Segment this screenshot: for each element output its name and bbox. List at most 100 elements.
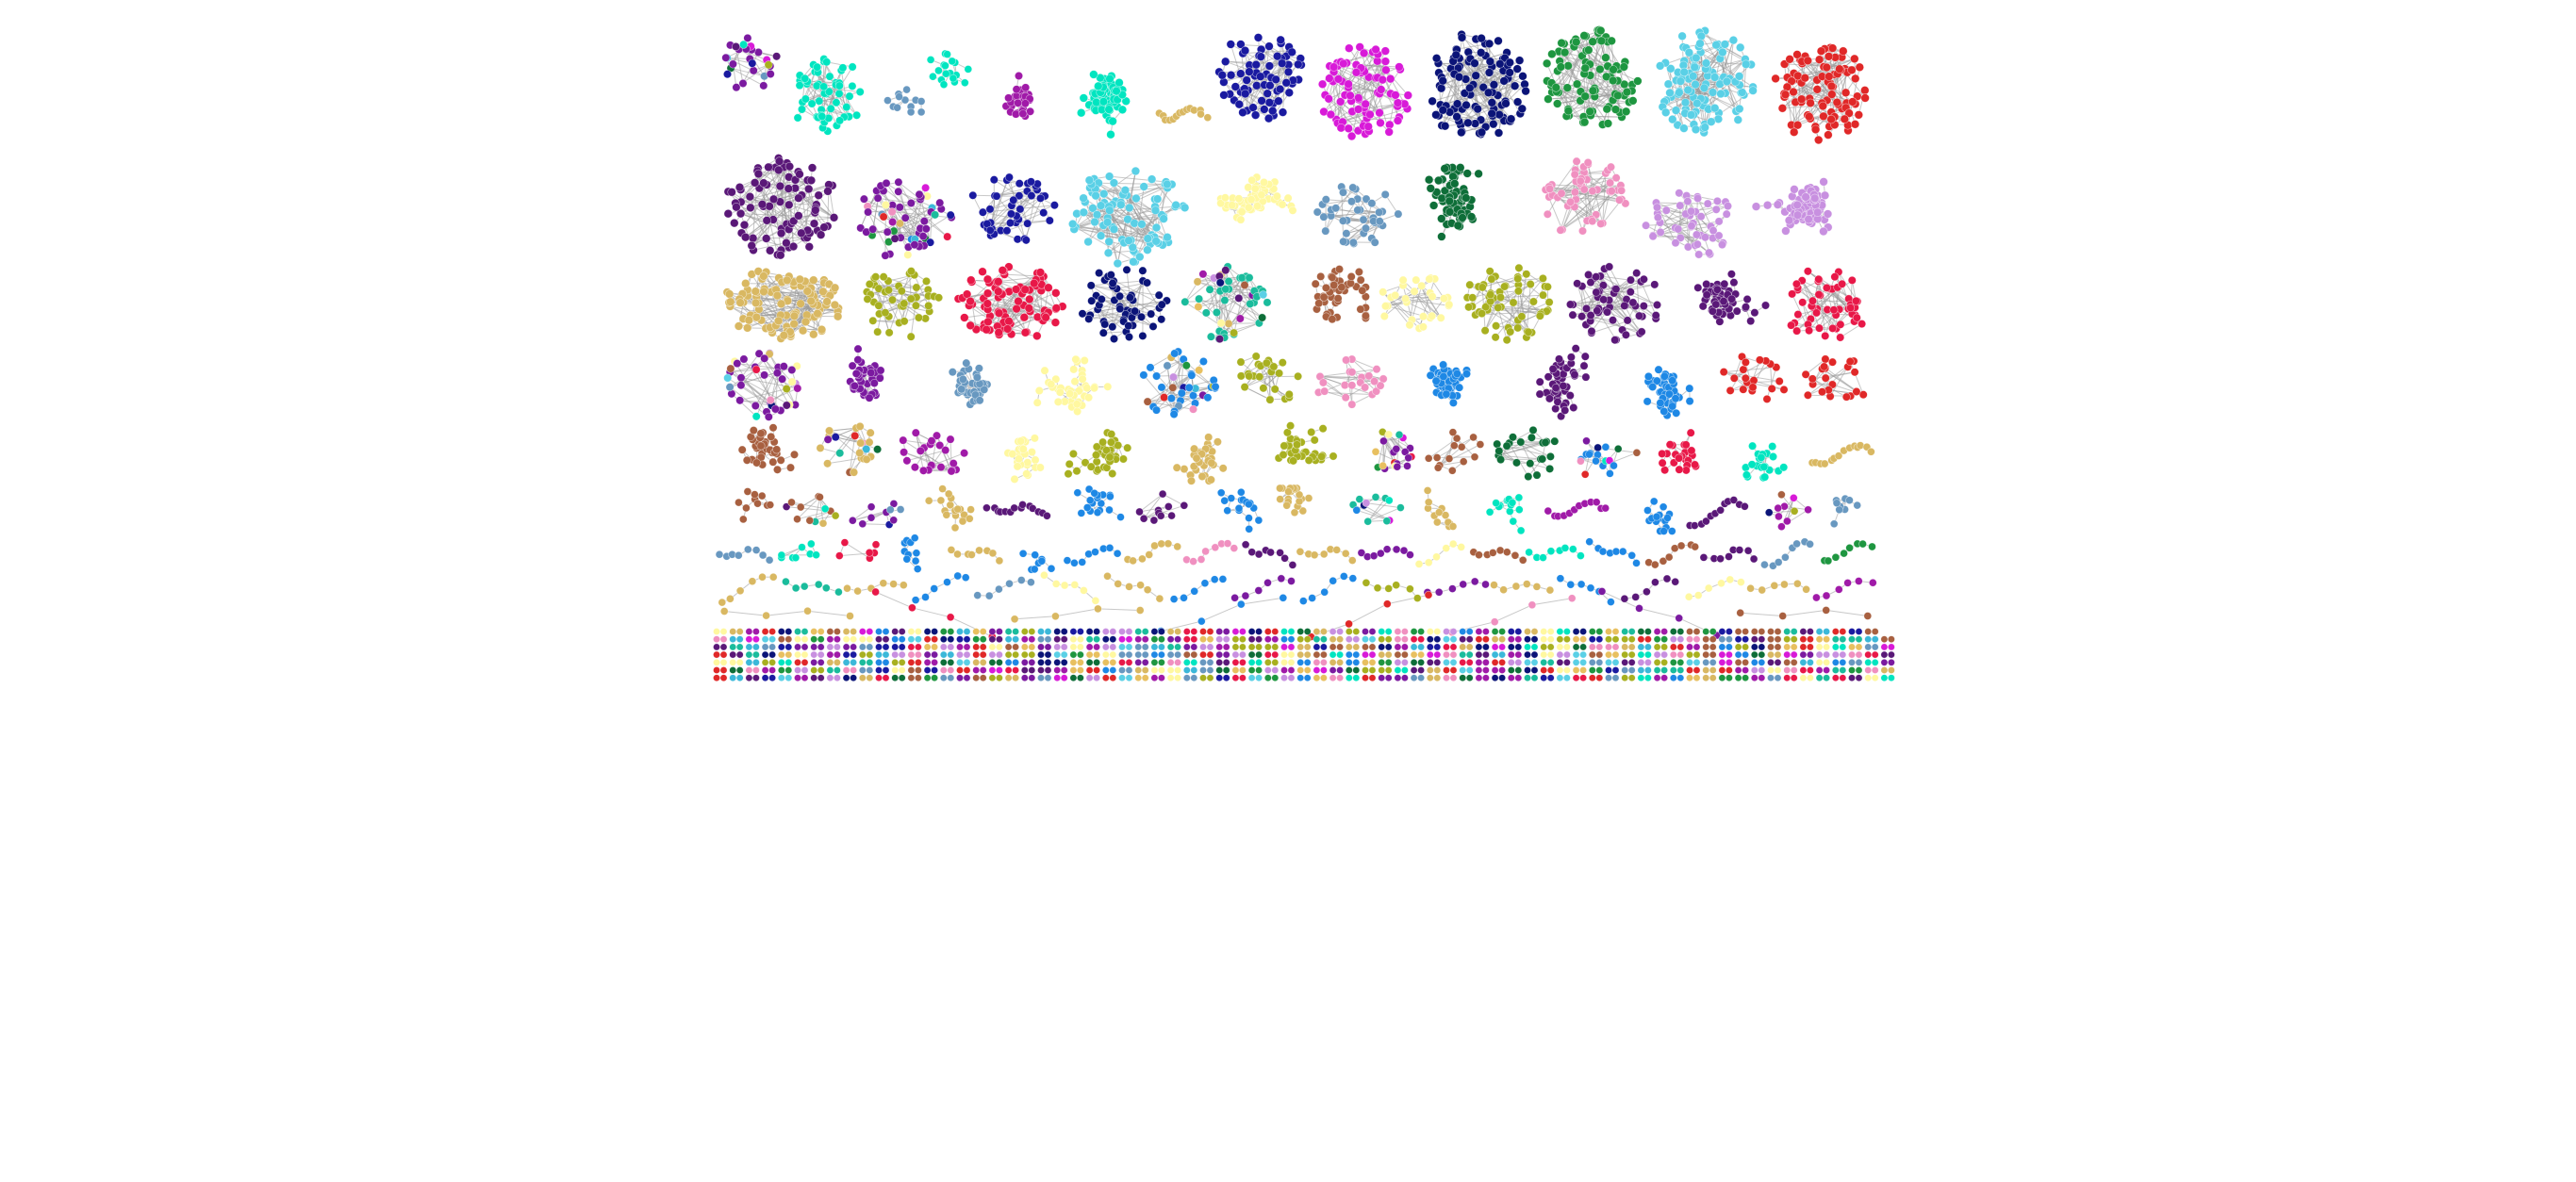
network-node — [807, 99, 817, 108]
network-node — [1238, 107, 1247, 118]
network-node — [748, 58, 757, 68]
network-node — [1106, 130, 1115, 140]
network-edge — [1428, 437, 1458, 459]
network-node — [1220, 57, 1230, 67]
network-edge — [1551, 53, 1609, 67]
network-node — [1452, 112, 1461, 122]
network-edge — [1241, 597, 1283, 605]
network-edge — [1818, 279, 1826, 337]
network-edge — [730, 67, 765, 77]
network-edge — [1387, 594, 1429, 605]
network-node — [1256, 72, 1265, 81]
network-node — [1384, 127, 1394, 137]
network-node — [1336, 123, 1346, 133]
network-node — [813, 62, 822, 72]
network-node — [731, 41, 740, 51]
network-edge — [1563, 43, 1596, 91]
network-edge — [920, 450, 952, 472]
network-node — [1470, 58, 1479, 68]
network-node — [797, 105, 806, 114]
network-edge — [1791, 324, 1833, 329]
network-node — [1494, 109, 1504, 120]
network-edge — [788, 204, 816, 214]
network-node — [1098, 97, 1109, 107]
network-edge — [1326, 199, 1352, 203]
network-node — [1351, 68, 1362, 77]
network-node — [1380, 46, 1391, 56]
network-node — [1026, 107, 1035, 116]
network-edge — [1615, 284, 1655, 290]
network-edge — [1494, 278, 1544, 338]
network-node — [1004, 93, 1014, 103]
network-edge — [1500, 458, 1542, 461]
network-edge — [763, 183, 768, 239]
network-edge — [1411, 286, 1423, 320]
network-edge — [1561, 189, 1622, 231]
network-node — [948, 57, 957, 66]
network-edge — [1639, 607, 1679, 619]
network-node — [941, 61, 949, 70]
network-edge — [867, 211, 891, 254]
network-node — [749, 66, 758, 75]
network-node — [1477, 33, 1486, 43]
network-node — [832, 98, 841, 107]
network-node — [1236, 69, 1246, 78]
network-edge — [1840, 323, 1862, 338]
network-edge — [767, 184, 817, 205]
network-node — [902, 85, 911, 94]
network-node — [1355, 42, 1364, 52]
network-edge — [1602, 190, 1610, 224]
network-node — [1438, 106, 1448, 115]
network-edge — [1139, 493, 1164, 513]
network-node — [1465, 83, 1475, 93]
network-node — [1324, 94, 1333, 104]
network-edge — [875, 591, 913, 609]
network-edge — [1700, 36, 1730, 79]
network-node — [855, 88, 865, 97]
network-edge — [1228, 288, 1263, 319]
network-edge — [1367, 500, 1390, 522]
network-node — [1076, 107, 1086, 118]
network-node — [1510, 81, 1520, 90]
network-node — [1506, 114, 1516, 123]
network-edge — [1602, 172, 1607, 223]
network-edge — [817, 194, 834, 219]
network-edge — [1220, 266, 1229, 323]
network-node — [1477, 127, 1487, 138]
network-node — [1359, 48, 1369, 58]
network-node — [1267, 106, 1278, 116]
network-edge — [1089, 179, 1157, 242]
network-node — [764, 60, 773, 70]
network-edge — [1096, 295, 1160, 309]
network-edge — [844, 542, 870, 559]
network-node — [1253, 33, 1263, 42]
network-edge — [1472, 284, 1519, 299]
network-node — [1079, 93, 1089, 103]
network-edge — [730, 368, 772, 406]
network-edge — [1114, 304, 1163, 339]
network-node — [960, 78, 969, 88]
network-node — [1431, 54, 1442, 63]
network-node — [1250, 110, 1261, 120]
network-edge — [1143, 493, 1164, 519]
network-node — [1018, 109, 1028, 119]
network-edge — [1201, 603, 1242, 622]
network-node — [916, 97, 926, 106]
network-node — [1014, 98, 1023, 107]
network-node — [906, 107, 916, 117]
network-node — [795, 81, 804, 90]
network-node — [1264, 41, 1274, 51]
network-edge — [849, 435, 856, 473]
network-edge — [835, 436, 861, 444]
network-node — [1104, 105, 1114, 114]
network-node — [1518, 72, 1527, 81]
network-node — [1281, 78, 1291, 88]
network-node — [1094, 81, 1103, 91]
network-node — [1105, 74, 1115, 84]
network-node — [1512, 97, 1523, 107]
network-edge — [1205, 275, 1247, 314]
network-node — [929, 72, 937, 81]
network-edge — [1520, 441, 1538, 476]
network-node — [728, 59, 737, 69]
